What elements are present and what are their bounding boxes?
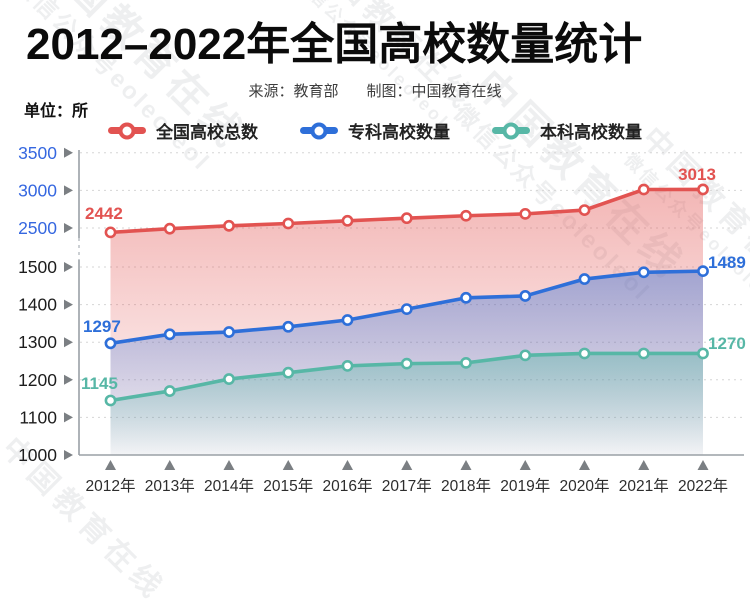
y-tick-triangle-icon bbox=[64, 147, 73, 158]
y-tick-label-1300: 1300 bbox=[18, 332, 57, 352]
data-point-s1-3[interactable] bbox=[282, 320, 295, 333]
x-tick-triangle-icon bbox=[401, 460, 413, 470]
y-tick-triangle-icon bbox=[64, 412, 73, 423]
data-point-s2-0[interactable] bbox=[104, 394, 117, 407]
data-point-s2-7[interactable] bbox=[519, 349, 532, 362]
y-tick-triangle-icon bbox=[64, 337, 73, 348]
data-point-s2-1[interactable] bbox=[163, 385, 176, 397]
data-point-s0-8[interactable] bbox=[578, 204, 591, 217]
x-tick-label-2020: 2020年 bbox=[560, 477, 610, 495]
point-label-first-s2: 1145 bbox=[81, 374, 118, 393]
data-point-s0-0[interactable] bbox=[104, 226, 117, 239]
data-point-s1-7[interactable] bbox=[519, 290, 532, 302]
data-point-s0-3[interactable] bbox=[282, 217, 295, 230]
y-tick-triangle-icon bbox=[64, 299, 73, 310]
data-point-s1-8[interactable] bbox=[578, 273, 591, 285]
x-tick-label-2013: 2013年 bbox=[145, 477, 195, 495]
data-point-s0-2[interactable] bbox=[223, 219, 235, 232]
x-tick-label-2014: 2014年 bbox=[204, 477, 254, 495]
data-point-s2-3[interactable] bbox=[282, 366, 295, 379]
source-label: 来源：教育部 bbox=[248, 83, 339, 100]
line-chart: 3500 3000 2500 1500 1400 1300 1200 1100 1000 2012… bbox=[18, 143, 746, 495]
data-point-s1-9[interactable] bbox=[637, 266, 650, 279]
data-point-s1-5[interactable] bbox=[400, 303, 413, 316]
y-tick-label-1200: 1200 bbox=[18, 370, 57, 390]
x-tick-triangle-icon bbox=[460, 460, 472, 470]
subtitle: 来源：教育部 制图：中国教育在线 bbox=[0, 80, 750, 101]
series-area-2 bbox=[110, 353, 703, 455]
data-point-s2-10[interactable] bbox=[697, 347, 709, 360]
legend-marker-undergraduate-icon bbox=[492, 122, 530, 139]
data-point-s0-5[interactable] bbox=[400, 212, 413, 225]
y-tick-triangle-icon bbox=[64, 262, 73, 272]
data-point-s2-4[interactable] bbox=[341, 359, 354, 372]
legend-label-vocational: 专科高校数量 bbox=[348, 123, 450, 142]
data-point-s0-4[interactable] bbox=[341, 214, 354, 227]
legend-label-undergraduate: 本科高校数量 bbox=[540, 123, 642, 142]
point-label-first-s0: 2442 bbox=[85, 204, 123, 223]
point-label-last-s1: 1489 bbox=[708, 253, 746, 272]
x-tick-triangle-icon bbox=[697, 460, 709, 470]
unit-label: 单位：所 bbox=[24, 103, 89, 120]
y-tick-label-1400: 1400 bbox=[18, 295, 57, 315]
legend-marker-vocational-icon bbox=[300, 122, 338, 139]
y-tick-label-1000: 1000 bbox=[18, 445, 57, 465]
y-tick-label-3500: 3500 bbox=[18, 143, 57, 163]
y-tick-label-1100: 1100 bbox=[19, 407, 57, 427]
data-point-s1-10[interactable] bbox=[697, 265, 709, 278]
point-label-last-s2: 1270 bbox=[708, 334, 746, 353]
data-point-s2-8[interactable] bbox=[578, 347, 591, 360]
y-tick-triangle-icon bbox=[64, 450, 73, 460]
x-tick-label-2019: 2019年 bbox=[500, 477, 550, 495]
data-point-s2-5[interactable] bbox=[400, 357, 413, 370]
x-tick-label-2017: 2017年 bbox=[382, 477, 432, 495]
data-point-s1-6[interactable] bbox=[460, 291, 472, 304]
x-tick-label-2016: 2016年 bbox=[323, 477, 373, 495]
data-point-s0-7[interactable] bbox=[519, 207, 532, 220]
data-point-s0-9[interactable] bbox=[637, 183, 650, 196]
y-tick-triangle-icon bbox=[64, 374, 73, 385]
y-tick-label-2500: 2500 bbox=[18, 218, 57, 238]
x-tick-label-2022: 2022年 bbox=[678, 477, 728, 495]
data-point-s1-0[interactable] bbox=[104, 337, 117, 350]
x-tick-label-2012: 2012年 bbox=[86, 477, 136, 495]
legend-item-total[interactable]: 全国高校总数 bbox=[108, 118, 258, 143]
x-tick-label-2018: 2018年 bbox=[441, 477, 491, 495]
x-tick-triangle-icon bbox=[579, 460, 590, 470]
legend-marker-total-icon bbox=[108, 122, 146, 139]
x-tick-triangle-icon bbox=[638, 460, 650, 470]
x-tick-triangle-icon bbox=[105, 460, 116, 470]
data-point-s0-6[interactable] bbox=[460, 209, 472, 222]
legend-item-vocational[interactable]: 专科高校数量 bbox=[300, 118, 450, 143]
y-tick-label-3000: 3000 bbox=[18, 180, 57, 200]
x-tick-triangle-icon bbox=[519, 460, 531, 470]
x-tick-triangle-icon bbox=[342, 460, 353, 470]
data-point-s1-4[interactable] bbox=[341, 314, 354, 326]
maker-label: 制图：中国教育在线 bbox=[366, 83, 502, 100]
x-tick-label-2015: 2015年 bbox=[263, 477, 313, 495]
x-tick-triangle-icon bbox=[164, 460, 176, 470]
x-tick-label-2021: 2021年 bbox=[619, 477, 669, 495]
x-tick-triangle-icon bbox=[223, 460, 235, 470]
legend-item-undergraduate[interactable]: 本科高校数量 bbox=[492, 118, 642, 143]
x-tick-triangle-icon bbox=[282, 460, 294, 470]
data-point-s1-1[interactable] bbox=[163, 328, 176, 341]
chart-legend: 全国高校总数 专科高校数量 本科高校数量 bbox=[0, 118, 750, 143]
y-tick-triangle-icon bbox=[64, 185, 73, 196]
data-point-s2-2[interactable] bbox=[223, 373, 235, 385]
data-point-s0-10[interactable] bbox=[697, 183, 709, 196]
y-tick-label-1500: 1500 bbox=[18, 257, 57, 277]
data-point-s2-9[interactable] bbox=[637, 347, 650, 360]
legend-label-total: 全国高校总数 bbox=[156, 123, 258, 142]
point-label-last-s0: 3013 bbox=[678, 165, 716, 184]
data-point-s2-6[interactable] bbox=[460, 356, 472, 369]
point-label-first-s1: 1297 bbox=[83, 317, 121, 336]
data-point-s1-2[interactable] bbox=[223, 326, 235, 338]
data-point-s0-1[interactable] bbox=[163, 222, 176, 235]
y-tick-triangle-icon bbox=[64, 223, 73, 233]
page-title: 2012–2022年全国高校数量统计 bbox=[26, 20, 643, 69]
